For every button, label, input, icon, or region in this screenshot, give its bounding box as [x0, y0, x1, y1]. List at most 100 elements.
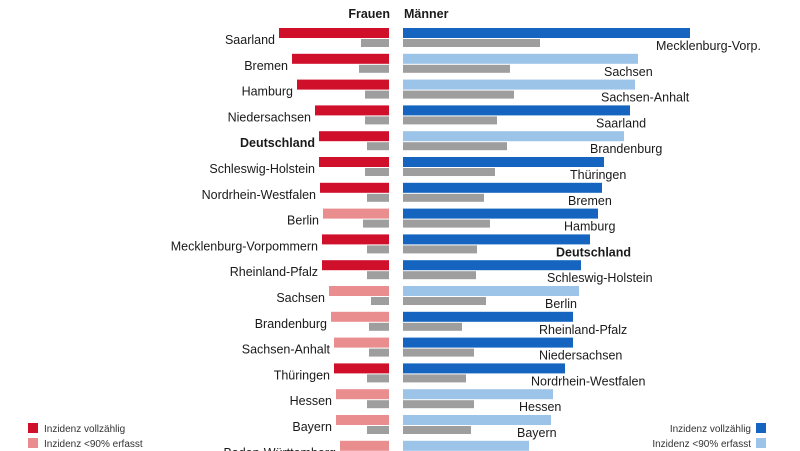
men-secondary-bar: [403, 219, 490, 228]
women-secondary-bar: [367, 193, 389, 202]
women-bar: [315, 105, 389, 116]
men-bar: [403, 363, 565, 374]
legend-men: Inzidenz vollzählig Inzidenz <90% erfasst: [652, 423, 766, 450]
men-secondary-bar: [403, 39, 540, 47]
men-category-label: Sachsen-Anhalt: [601, 91, 690, 105]
men-category-label: Sachsen: [604, 65, 653, 79]
women-secondary-bar: [367, 400, 389, 409]
men-secondary-bar: [403, 142, 507, 151]
women-secondary-bar: [359, 64, 389, 73]
women-category-label: Niedersachsen: [228, 110, 311, 124]
women-secondary-bar: [361, 39, 389, 47]
women-bar: [336, 389, 389, 400]
header-women: Frauen: [348, 7, 390, 21]
men-category-label: Schleswig-Holstein: [547, 271, 653, 285]
women-secondary-bar: [365, 116, 389, 125]
women-bar: [323, 208, 389, 219]
legend-women: Inzidenz vollzählig Inzidenz <90% erfasst: [28, 423, 143, 450]
women-secondary-bar: [371, 297, 389, 305]
men-category-label: Berlin: [545, 297, 577, 311]
women-category-label: Thüringen: [274, 368, 330, 382]
women-bar: [331, 311, 389, 322]
women-category-label: Berlin: [287, 214, 319, 228]
men-bar: [403, 311, 573, 322]
women-bar: [322, 234, 389, 245]
men-bar: [403, 389, 553, 400]
men-category-label: Hamburg: [564, 220, 615, 234]
men-category-label: Mecklenburg-Vorp.: [656, 39, 761, 53]
legend-label: Inzidenz <90% erfasst: [652, 439, 751, 450]
women-bar: [334, 337, 389, 348]
women-category-label: Mecklenburg-Vorpommern: [171, 239, 318, 253]
legend-swatch: [28, 423, 38, 433]
women-category-label: Saarland: [225, 33, 275, 47]
women-secondary-bar: [367, 142, 389, 151]
men-bar: [403, 208, 598, 219]
men-bar: [403, 131, 624, 142]
legend-label: Inzidenz vollzählig: [670, 424, 751, 435]
women-category-label: Hamburg: [242, 85, 293, 99]
women-category-label: Schleswig-Holstein: [209, 162, 315, 176]
women-bar: [279, 28, 389, 38]
women-labels: Saarland Bremen Hamburg Niedersachsen Deutsc…: [171, 33, 336, 451]
men-secondary-bar: [403, 90, 514, 99]
men-bar: [403, 415, 551, 425]
women-category-label: Brandenburg: [255, 317, 327, 331]
men-bar: [403, 260, 581, 271]
women-secondary-bar: [367, 271, 389, 280]
women-bar: [322, 260, 389, 271]
men-secondary-bar: [403, 400, 474, 409]
women-secondary-bar: [365, 168, 389, 176]
women-category-label: Nordrhein-Westfalen: [202, 188, 316, 202]
men-category-label: Thüringen: [570, 168, 626, 182]
women-secondary-bar: [367, 374, 389, 383]
men-secondary-bar: [403, 193, 484, 202]
men-bar: [403, 157, 604, 167]
women-secondary-bar: [367, 426, 389, 434]
men-bar: [403, 286, 579, 296]
men-bar: [403, 53, 638, 64]
men-category-label: Saarland: [596, 116, 646, 130]
men-secondary-bar: [403, 322, 462, 331]
women-bar: [334, 363, 389, 374]
men-bar: [403, 234, 590, 245]
women-bar: [319, 131, 389, 142]
men-secondary-bar: [403, 64, 510, 73]
women-category-label: Rheinland-Pfalz: [230, 265, 318, 279]
women-secondary-bar: [363, 219, 389, 228]
men-secondary-bar: [403, 297, 486, 305]
women-category-label: Bremen: [244, 59, 288, 73]
men-category-label: Brandenburg: [590, 142, 662, 156]
men-category-label: Deutschland: [556, 245, 631, 259]
men-bar: [403, 337, 573, 348]
men-bars: [403, 28, 690, 451]
women-category-label: Bayern: [292, 420, 332, 434]
chart-headers: Frauen Männer: [348, 7, 448, 21]
men-category-label: Hessen: [519, 400, 561, 414]
women-bar: [340, 440, 389, 451]
women-secondary-bar: [365, 90, 389, 99]
men-category-label: Bremen: [568, 194, 612, 208]
men-bar: [403, 182, 602, 193]
women-category-label: Deutschland: [240, 136, 315, 150]
women-bar: [292, 53, 389, 64]
legend-swatch: [756, 423, 766, 433]
men-secondary-bar: [403, 374, 466, 383]
women-bar: [319, 157, 389, 167]
men-secondary-bar: [403, 116, 497, 125]
women-bars: [279, 28, 389, 451]
men-bar: [403, 105, 630, 116]
legend-swatch: [28, 438, 38, 448]
men-bar: [403, 28, 690, 38]
legend-swatch: [756, 438, 766, 448]
men-category-label: Niedersachsen: [539, 349, 622, 363]
women-bar: [320, 182, 389, 193]
men-labels: Mecklenburg-Vorp.Sachsen Sachsen-Anhalt Sa…: [517, 39, 761, 440]
women-bar: [329, 286, 389, 296]
men-secondary-bar: [403, 168, 495, 176]
women-bar: [297, 79, 389, 90]
legend-label: Inzidenz <90% erfasst: [44, 439, 143, 450]
men-secondary-bar: [403, 348, 474, 357]
women-category-label: Hessen: [290, 394, 332, 408]
men-bar: [403, 440, 529, 451]
